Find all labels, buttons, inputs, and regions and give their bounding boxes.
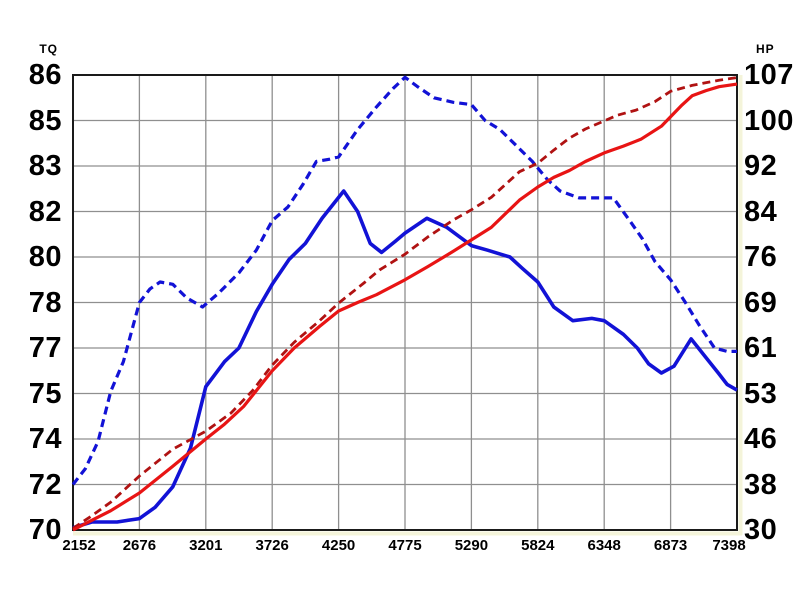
right-tick-label: 61 [744,332,778,364]
right-tick-label: 107 [744,59,794,91]
left-tick-label: 70 [28,514,62,546]
x-tick-label: 2676 [122,537,157,554]
left-tick-label: 74 [28,423,62,455]
left-tick-label: 77 [28,332,62,364]
right-edge-strip [738,75,743,535]
left-tick-label: 83 [28,150,62,182]
right-tick-label: 69 [744,286,778,319]
right-tick-label: 46 [744,423,778,455]
series-hp-solid [72,82,738,532]
left-tick-label: 75 [28,377,62,410]
left-tick-label: 72 [28,468,62,501]
x-tick-label: 7398 [712,537,746,554]
right-tick-label: 100 [744,104,794,137]
x-tick-label: 4775 [388,537,422,554]
right-tick-label: 53 [744,377,778,410]
left-tick-label: 82 [28,195,62,228]
left-tick-label: 85 [28,104,62,137]
x-tick-label: 3726 [255,537,289,554]
gridlines [73,75,737,530]
right-tick-label: 92 [744,150,778,182]
left-tick-label: 86 [28,59,62,91]
right-tick-label: 84 [744,195,778,228]
series-hp-dashed [72,76,738,530]
x-tick-label: 4250 [321,537,356,554]
x-tick-label: 3201 [189,537,223,554]
bottom-edge-strip [73,531,742,536]
right-tick-label: 30 [744,514,778,546]
x-tick-label: 5824 [521,537,555,554]
x-tick-label: 6348 [587,537,621,554]
series-tq-solid [72,189,738,530]
right-tick-label: 76 [744,241,778,273]
right-axis-title: HP [756,42,775,56]
x-tick-label: 6873 [653,537,688,554]
left-axis-title: TQ [39,42,58,56]
left-tick-label: 80 [28,241,62,273]
plot-border [72,74,738,531]
x-tick-label: 2152 [62,537,96,554]
right-tick-label: 38 [744,468,778,501]
left-tick-label: 78 [28,286,62,319]
x-tick-label: 5290 [454,537,489,554]
